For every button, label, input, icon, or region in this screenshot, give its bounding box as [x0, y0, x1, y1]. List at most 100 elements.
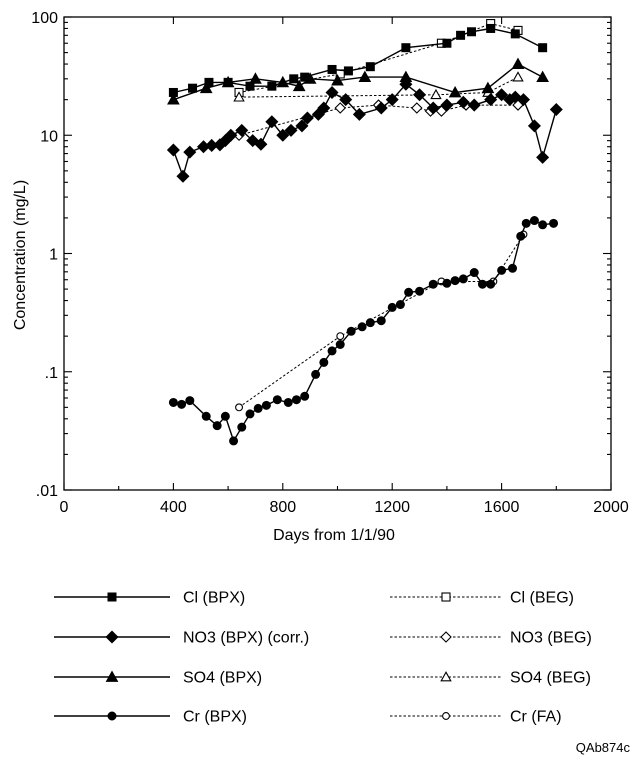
plot-frame [63, 16, 612, 491]
data-point [177, 399, 187, 409]
data-point [249, 72, 262, 84]
data-point [415, 286, 425, 296]
x-tick-label: 1600 [484, 499, 520, 516]
data-point [346, 326, 356, 336]
data-point [442, 278, 452, 288]
y-axis-label: Concentration (mg/L) [12, 180, 29, 330]
legend-item-no3-beg: NO3 (BEG) [390, 630, 592, 647]
data-point [456, 30, 466, 40]
data-point [440, 98, 454, 112]
legend-label: Cl (BPX) [183, 590, 245, 607]
data-point [484, 93, 498, 107]
legend-item-so4-beg: SO4 (BEG) [390, 670, 591, 687]
data-point [221, 75, 235, 88]
data-point [516, 231, 526, 241]
y-tick-label: 10 [40, 128, 58, 145]
y-tick-label: 1 [49, 247, 58, 264]
data-point [376, 316, 386, 326]
data-point [235, 123, 249, 137]
legend-item-cr-fa: Cr (FA) [390, 709, 562, 726]
data-point [331, 74, 344, 86]
legend-marker [105, 670, 119, 682]
data-point [212, 421, 222, 431]
data-point [317, 101, 331, 115]
series-cr-bpx [168, 216, 559, 446]
data-point [220, 411, 230, 421]
data-point [235, 403, 243, 412]
data-point [442, 38, 452, 48]
y-tick-label: .1 [45, 365, 58, 382]
y-tick-label: .01 [36, 483, 58, 500]
data-point [233, 91, 245, 102]
x-tick-label: 0 [60, 499, 69, 516]
data-point [245, 409, 255, 419]
data-point [511, 57, 525, 69]
x-tick-label: 800 [269, 499, 296, 516]
y-tick-label: 100 [31, 10, 58, 27]
legend-item-cl-bpx: Cl (BPX) [54, 590, 245, 607]
data-point [253, 403, 263, 413]
data-point [486, 23, 496, 33]
data-point [387, 302, 397, 312]
data-point [411, 102, 423, 114]
series-layer [166, 19, 563, 446]
data-point [512, 71, 524, 82]
data-point [430, 88, 442, 100]
legend-label: NO3 (BEG) [510, 630, 592, 647]
series-line [238, 76, 519, 98]
data-point [538, 220, 548, 230]
data-point [510, 29, 520, 39]
data-point [295, 119, 309, 133]
x-tick-label: 1200 [374, 499, 410, 516]
series-line [173, 63, 543, 101]
data-point [325, 85, 339, 99]
data-point [276, 128, 290, 142]
data-point [199, 81, 213, 94]
data-point [450, 276, 460, 286]
data-point [291, 395, 301, 405]
data-point [201, 411, 211, 421]
data-point [358, 70, 372, 83]
data-point [549, 218, 559, 228]
axes: 0 400 800 1200 1600 2000 .01 .1 1 10 100 [31, 10, 629, 516]
data-point [527, 119, 541, 133]
legend-item-cl-beg: Cl (BEG) [390, 590, 574, 607]
data-point [477, 279, 487, 289]
data-point [343, 66, 353, 76]
data-point [352, 107, 366, 121]
data-point [224, 128, 238, 142]
data-point [311, 369, 321, 379]
data-point [467, 98, 481, 112]
data-point [529, 216, 539, 226]
data-point [292, 79, 306, 92]
data-point [336, 332, 345, 341]
data-point [467, 27, 477, 37]
legend-marker [442, 712, 450, 720]
data-point [229, 436, 239, 446]
data-point [300, 111, 314, 125]
legend-item-so4-bpx: SO4 (BPX) [54, 670, 262, 687]
data-point [167, 93, 180, 105]
data-point [237, 422, 247, 432]
data-point [168, 397, 178, 407]
data-point [319, 357, 329, 367]
series-no3-bpx-corr [166, 77, 563, 183]
figure-code: QAb874c [576, 740, 631, 755]
legend-label: NO3 (BPX) (corr.) [183, 630, 309, 647]
data-point [335, 339, 345, 349]
data-point [428, 279, 438, 289]
data-point [404, 287, 414, 297]
legend-item-no3-bpx-corr: NO3 (BPX) (corr.) [54, 630, 309, 647]
data-point [486, 279, 496, 289]
legend-label: Cl (BEG) [510, 590, 574, 607]
data-point [303, 72, 317, 84]
legend-marker [105, 630, 119, 644]
data-point [395, 300, 405, 310]
series-so4-bpx [167, 57, 549, 105]
data-point [495, 88, 509, 102]
data-point [456, 95, 470, 109]
data-point [283, 397, 293, 407]
legend-label: SO4 (BPX) [183, 670, 262, 687]
data-point [254, 137, 268, 151]
